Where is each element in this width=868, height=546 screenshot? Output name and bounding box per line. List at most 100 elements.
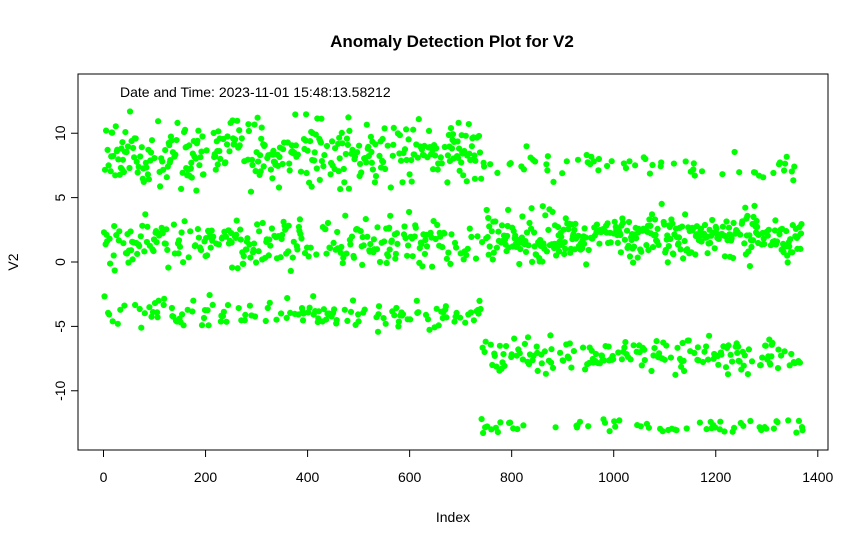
data-point [701, 221, 709, 229]
data-point [595, 167, 602, 174]
data-point [362, 216, 369, 223]
data-point [195, 234, 202, 241]
data-point [209, 301, 216, 308]
data-point [455, 154, 462, 161]
data-point [215, 128, 222, 135]
data-point [511, 335, 518, 342]
data-point [360, 242, 367, 249]
data-point [630, 342, 637, 349]
data-point [581, 240, 588, 247]
data-point [618, 356, 626, 363]
data-point [356, 142, 363, 149]
data-point [481, 348, 488, 356]
data-point [538, 360, 545, 367]
data-point [770, 425, 778, 432]
data-point [547, 332, 554, 339]
data-point [275, 184, 283, 191]
data-point [246, 302, 253, 309]
data-point [682, 158, 689, 165]
x-tick-label: 1000 [598, 469, 629, 485]
data-point [622, 165, 630, 172]
data-point [192, 242, 199, 249]
data-point [645, 247, 652, 254]
data-point [704, 250, 711, 257]
data-point [437, 154, 444, 161]
data-point [497, 419, 504, 426]
data-point [419, 263, 426, 270]
data-point [144, 171, 151, 178]
data-point [122, 129, 129, 136]
data-point [204, 307, 211, 314]
data-point [652, 231, 659, 238]
data-point [393, 304, 400, 312]
data-point [110, 252, 117, 259]
data-point [725, 342, 732, 349]
data-point [619, 215, 626, 222]
data-point [389, 152, 396, 159]
data-point [179, 311, 186, 318]
data-point [178, 229, 185, 236]
data-point [648, 211, 656, 218]
data-point [374, 224, 381, 231]
data-point [397, 157, 405, 164]
data-point [298, 235, 305, 242]
data-point [390, 124, 397, 131]
data-point [338, 129, 345, 136]
data-point [176, 243, 184, 250]
data-point [463, 178, 470, 185]
data-point [112, 123, 119, 130]
data-point [781, 348, 788, 355]
data-point [798, 221, 805, 228]
data-point [160, 301, 167, 309]
data-point [674, 344, 681, 351]
data-point [324, 219, 332, 227]
data-point [343, 250, 350, 257]
data-point [433, 145, 440, 152]
data-point [195, 127, 202, 134]
data-point [368, 148, 375, 156]
data-point [208, 227, 215, 234]
data-point [305, 253, 312, 260]
data-point [525, 361, 533, 368]
data-point [590, 158, 597, 165]
data-point [680, 255, 687, 262]
data-point [526, 219, 533, 227]
data-point [783, 153, 790, 160]
data-point [422, 236, 429, 244]
data-point [605, 343, 612, 350]
y-tick-label: 0 [52, 258, 68, 266]
data-point [136, 305, 143, 313]
data-point [289, 254, 296, 261]
data-point [595, 155, 603, 163]
data-point [631, 243, 638, 250]
data-point [560, 357, 567, 364]
data-point [699, 358, 707, 366]
y-tick-label: -10 [52, 380, 68, 400]
data-point [320, 163, 327, 170]
data-point [190, 297, 197, 304]
data-point [337, 249, 344, 256]
data-point [718, 351, 725, 358]
data-point [402, 235, 409, 242]
data-point [706, 332, 713, 339]
data-point [621, 344, 628, 351]
data-point [641, 357, 648, 364]
data-point [740, 422, 747, 429]
data-point [634, 254, 641, 261]
data-point [317, 139, 324, 146]
y-tick-label: -5 [52, 320, 68, 333]
data-point [721, 428, 728, 435]
data-point [719, 171, 726, 178]
data-point [248, 156, 256, 163]
data-point [580, 344, 587, 351]
data-point [556, 248, 563, 255]
data-point [193, 187, 200, 194]
data-point [373, 246, 381, 253]
data-point [260, 163, 267, 170]
data-point [194, 137, 201, 144]
data-point [223, 318, 230, 325]
data-point [768, 353, 775, 360]
data-point [322, 316, 330, 323]
data-point [315, 308, 322, 315]
